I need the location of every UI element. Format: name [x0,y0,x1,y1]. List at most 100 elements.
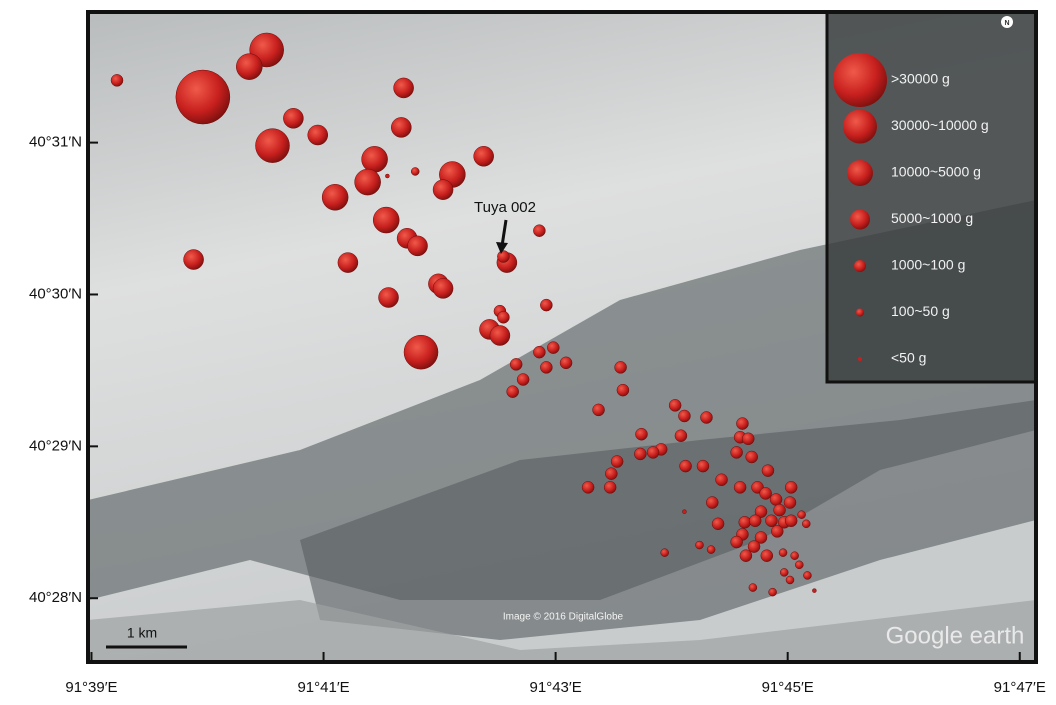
x-tick-label: 91°45′E [762,679,814,696]
meteorite [780,568,788,576]
meteorite [798,511,806,519]
meteorite [749,584,757,592]
annotation: Tuya 002 [474,199,536,216]
meteorite [740,550,752,562]
meteorite [433,278,453,298]
meteorite [510,358,522,370]
meteorite [433,180,453,200]
meteorite [770,494,782,506]
meteorite [734,481,746,493]
legend-swatch [833,53,887,107]
legend-label: 5000~1000 g [891,210,973,226]
meteorite [706,497,718,509]
meteorite [635,428,647,440]
meteorite [497,311,509,323]
meteorite [517,374,529,386]
y-tick-label: 40°29′N [29,437,82,454]
image-credit: Image © 2016 DigitalGlobe [503,612,624,623]
map: N >30000 g 30000~10000 g 10000~5000 g 5000~… [0,0,1056,700]
meteorite [362,146,388,172]
meteorite [540,361,552,373]
meteorite [533,346,545,358]
meteorite [647,446,659,458]
y-tick-label: 40°28′N [29,589,82,606]
meteorite [308,125,328,145]
legend-label: 10000~5000 g [891,164,981,180]
scale-label: 1 km [127,625,157,641]
meteorite [712,518,724,530]
legend-label: 100~50 g [891,303,950,319]
meteorite [682,510,686,514]
meteorite [338,253,358,273]
x-tick-label: 91°39′E [65,679,117,696]
meteorite [731,446,743,458]
legend-label: 1000~100 g [891,257,965,273]
meteorite [774,504,786,516]
meteorite [680,460,692,472]
meteorite [803,571,811,579]
meteorite [812,589,816,593]
meteorite [582,481,594,493]
legend-swatch [850,210,870,230]
meteorite [615,361,627,373]
meteorite [379,288,399,308]
meteorite [746,451,758,463]
meteorite [322,184,348,210]
meteorite [669,399,681,411]
meteorite [784,497,796,509]
meteorite [749,515,761,527]
meteorite [385,174,389,178]
legend-label: >30000 g [891,71,950,87]
y-tick-label: 40°31′N [29,134,82,151]
legend-swatch [858,357,862,361]
meteorite [547,342,559,354]
meteorite [791,552,799,560]
meteorite [748,541,760,553]
meteorite [605,468,617,480]
legend-swatch [843,110,877,144]
meteorite [739,516,751,528]
meteorite [742,433,754,445]
y-tick-label: 40°30′N [29,285,82,302]
meteorite [785,481,797,493]
meteorite [611,456,623,468]
meteorite [765,515,777,527]
meteorite [497,251,509,263]
legend-label: <50 g [891,350,926,366]
meteorite [634,448,646,460]
meteorite [761,550,773,562]
meteorite [474,146,494,166]
meteorite [560,357,572,369]
north-label: N [1004,20,1009,27]
meteorite [675,430,687,442]
legend-swatch [856,309,864,317]
meteorite [697,460,709,472]
x-tick-label: 91°47′E [994,679,1046,696]
meteorite [404,335,438,369]
legend-label: 30000~10000 g [891,117,989,133]
meteorite [540,299,552,311]
meteorite [716,474,728,486]
x-tick-label: 91°41′E [297,679,349,696]
meteorite [411,167,419,175]
meteorite [696,541,704,549]
meteorite [391,117,411,137]
meteorite [731,536,743,548]
meteorite [760,487,772,499]
meteorite [736,418,748,430]
legend-swatch [854,260,866,272]
meteorite [795,561,803,569]
x-tick-label: 91°43′E [530,679,582,696]
meteorite [490,325,510,345]
legend-swatch [847,160,873,186]
meteorite [604,481,616,493]
meteorite [236,54,262,80]
meteorite [661,549,669,557]
meteorite [785,515,797,527]
meteorite [802,520,810,528]
meteorite [762,465,774,477]
meteorite [617,384,629,396]
meteorite [786,576,794,584]
meteorite [533,225,545,237]
meteorite [394,78,414,98]
